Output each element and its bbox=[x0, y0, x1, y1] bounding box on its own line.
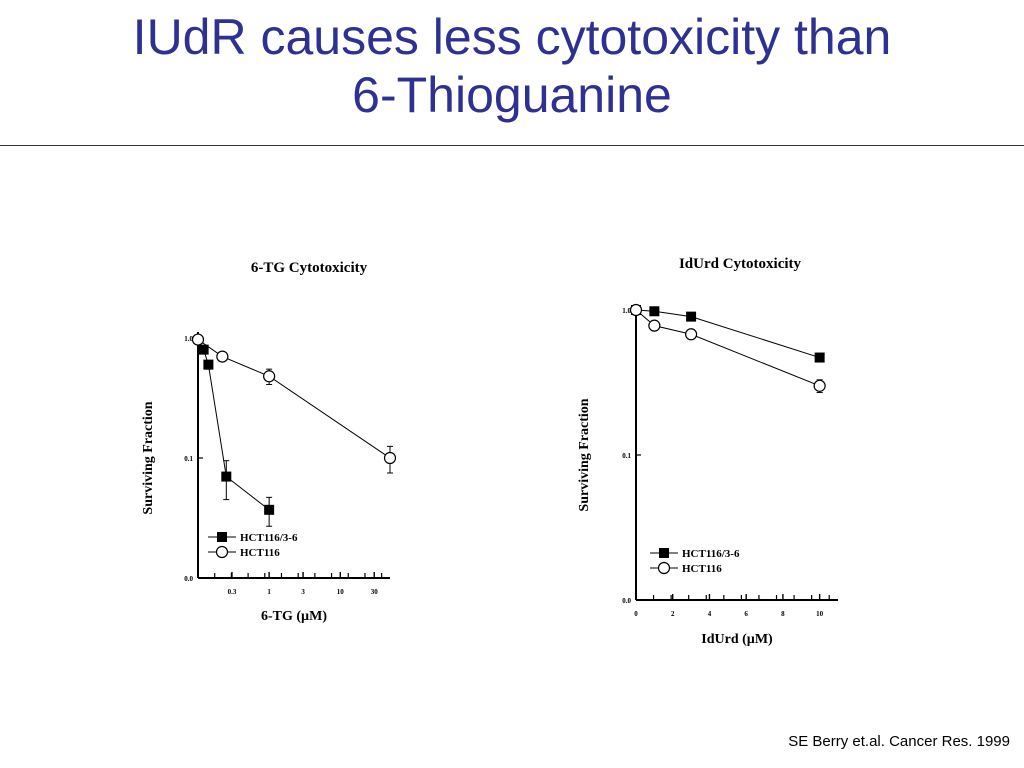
y-tick-label: 0.0 bbox=[622, 597, 631, 605]
x-tick-label: 4 bbox=[708, 610, 712, 618]
x-tick-label: 10 bbox=[816, 610, 824, 618]
x-tick-label: 3 bbox=[301, 588, 305, 596]
x-tick-label: 0.3 bbox=[228, 588, 237, 596]
legend-label: HCT116 bbox=[682, 563, 722, 575]
x-axis-label: IdUrd (µM) bbox=[701, 632, 773, 647]
legend-marker-circle bbox=[215, 545, 229, 559]
data-point-square bbox=[203, 359, 214, 370]
legend-marker-square bbox=[217, 532, 227, 542]
x-tick-label: 2 bbox=[671, 610, 675, 618]
data-point-square bbox=[649, 306, 660, 317]
data-point-square bbox=[686, 311, 697, 322]
chart-6tg-svg: 6-TG Cytotoxicity 1.0 0.1 0.0 0.3 1 3 10 30 6-TG … bbox=[141, 260, 397, 624]
data-point-circle bbox=[684, 328, 698, 341]
legend-label: HCT116/3-6 bbox=[240, 532, 298, 544]
slide-title-line-1: IUdR causes less cytotoxicity than bbox=[132, 9, 892, 65]
data-point-square bbox=[264, 504, 275, 515]
citation: SE Berry et.al. Cancer Res. 1999 bbox=[788, 733, 1010, 750]
x-axis-label: 6-TG (µM) bbox=[261, 609, 327, 624]
legend-label: HCT116 bbox=[240, 547, 280, 559]
y-tick-label: 0.1 bbox=[622, 452, 631, 460]
chart-idurd-svg: IdUrd Cytotoxicity 1.0 0.1 0.00 2 4 6 8 10 IdUrd … bbox=[577, 256, 838, 647]
y-axis-label: Surviving Fraction bbox=[577, 398, 592, 511]
x-tick-label: 0 bbox=[634, 610, 638, 618]
series-line-2 bbox=[197, 339, 391, 459]
y-tick-label: 0.0 bbox=[184, 575, 193, 583]
slide-title: IUdR causes less cytotoxicity than 6-Thi… bbox=[0, 8, 1024, 124]
data-point-circle bbox=[191, 333, 205, 346]
y-tick-label: 1.0 bbox=[622, 307, 631, 315]
data-point-circle bbox=[383, 451, 397, 465]
data-point-circle bbox=[263, 370, 276, 383]
y-tick-label: 0.1 bbox=[184, 455, 193, 463]
x-tick-label: 30 bbox=[371, 588, 379, 596]
data-point-circle bbox=[813, 379, 826, 392]
series-line-1 bbox=[203, 349, 270, 511]
data-point-square bbox=[814, 352, 825, 363]
chart-title: IdUrd Cytotoxicity bbox=[679, 256, 802, 272]
x-tick-label: 1 bbox=[267, 588, 271, 596]
slide-title-line-2: 6-Thioguanine bbox=[352, 67, 672, 123]
chart-6tg-cytotoxicity: 6-TG Cytotoxicity 1.0 0.1 0.0 0.3 1 3 10 30 6-TG … bbox=[130, 250, 420, 635]
chart-idurd-cytotoxicity: IdUrd Cytotoxicity 1.0 0.1 0.0 0 2 4 6 8 10 IdUrd … bbox=[570, 245, 860, 650]
x-tick-label: 8 bbox=[781, 610, 785, 618]
data-point-circle bbox=[648, 319, 661, 332]
x-tick-label: 6 bbox=[744, 610, 748, 618]
data-point-square bbox=[221, 471, 232, 482]
series-line-2 bbox=[635, 309, 820, 387]
data-point-circle bbox=[216, 350, 229, 363]
data-point-circle bbox=[629, 303, 643, 317]
y-axis-label: Surviving Fraction bbox=[141, 401, 156, 514]
legend-marker-circle bbox=[657, 561, 671, 575]
data-point-square bbox=[198, 344, 209, 355]
chart-title: 6-TG Cytotoxicity bbox=[251, 260, 368, 276]
title-divider bbox=[0, 145, 1024, 146]
series-line-1 bbox=[635, 309, 820, 359]
legend-marker-square bbox=[659, 548, 669, 558]
legend-label: HCT116/3-6 bbox=[682, 548, 740, 560]
y-tick-label: 1.0 bbox=[184, 335, 193, 343]
x-tick-label: 10 bbox=[337, 588, 345, 596]
